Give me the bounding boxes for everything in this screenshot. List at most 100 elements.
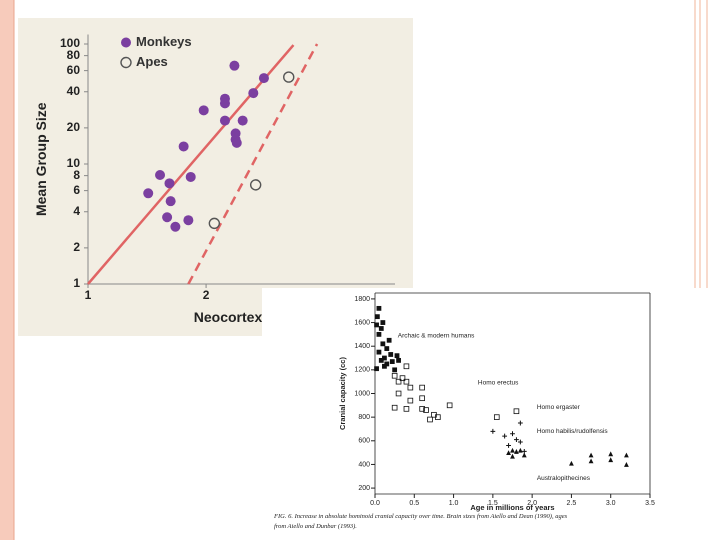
point — [249, 179, 262, 191]
y-tick-label: 8 — [73, 168, 80, 182]
annotation: Homo erectus — [478, 380, 519, 387]
point — [419, 406, 425, 412]
point — [185, 171, 196, 182]
fit-line — [87, 44, 295, 285]
y-tick-label: 40 — [67, 84, 81, 98]
point — [435, 414, 441, 420]
point — [506, 443, 511, 448]
point — [395, 378, 402, 385]
point — [608, 451, 614, 457]
y-tick-label: 20 — [67, 120, 81, 134]
point — [506, 450, 511, 456]
caption: from Aiello and Dunbar (1993). — [274, 523, 357, 530]
y-tick-label: 4 — [73, 204, 80, 218]
point — [155, 169, 166, 180]
legend-label: Monkeys — [136, 34, 192, 49]
point — [407, 384, 414, 391]
annotation: Homo ergaster — [537, 404, 581, 411]
point — [569, 460, 574, 466]
x-tick-label: 2 — [203, 288, 210, 302]
point — [165, 196, 176, 207]
point — [517, 420, 523, 426]
point — [380, 341, 386, 347]
point — [392, 367, 398, 373]
point — [493, 414, 500, 420]
point — [624, 462, 629, 467]
point — [231, 137, 242, 148]
point — [386, 337, 392, 343]
point — [517, 439, 523, 445]
y-tick-label: 60 — [67, 63, 81, 77]
point — [374, 314, 380, 320]
point — [162, 212, 173, 223]
point — [396, 357, 401, 363]
y-tick-label: 6 — [73, 183, 80, 197]
chart-panel — [18, 18, 413, 336]
x-tick-label: 3.0 — [606, 500, 616, 507]
point — [384, 346, 390, 351]
point — [514, 449, 519, 454]
y-axis-label: Mean Group Size — [33, 102, 49, 216]
fit-line — [187, 43, 319, 285]
point — [403, 363, 410, 370]
point — [399, 375, 406, 381]
caption: FIG. 6. Increase in absolute hominoid cr… — [273, 513, 568, 520]
y-tick-label: 400 — [358, 461, 370, 468]
x-tick-label: 0.5 — [409, 500, 419, 507]
point — [391, 372, 398, 379]
point — [502, 433, 508, 439]
point — [183, 215, 194, 226]
point — [588, 452, 594, 458]
point — [258, 73, 269, 84]
point — [514, 437, 519, 443]
point — [624, 452, 629, 458]
y-tick-label: 1200 — [354, 367, 370, 374]
point — [378, 326, 384, 331]
point — [178, 141, 189, 152]
point — [248, 88, 259, 99]
point — [198, 105, 209, 116]
left-band — [0, 0, 14, 540]
point — [391, 404, 398, 411]
y-tick-label: 1000 — [354, 390, 370, 397]
annotation: Australopithecines — [537, 475, 591, 482]
x-axis-label: Age in millions of years — [470, 503, 554, 512]
y-tick-label: 80 — [67, 48, 81, 62]
x-tick-label: 1.5 — [488, 500, 498, 507]
x-tick-label: 2.5 — [567, 500, 577, 507]
x-tick-label: 1 — [85, 288, 92, 302]
x-axis-label: Neocortex — [194, 309, 263, 325]
annotation: Archaic & modern humans — [398, 332, 475, 339]
point — [407, 397, 414, 404]
x-tick-label: 0.0 — [370, 500, 380, 507]
point — [490, 428, 496, 434]
y-tick-label: 2 — [73, 240, 80, 254]
point — [380, 320, 386, 325]
legend-marker — [120, 56, 132, 69]
point — [374, 322, 379, 328]
x-tick-label: 2.0 — [527, 500, 537, 507]
point — [423, 407, 429, 413]
point — [208, 217, 221, 230]
y-axis-label: Cranial capacity (cc) — [338, 357, 347, 430]
y-tick-label: 1400 — [354, 343, 370, 350]
point — [521, 452, 527, 458]
point — [382, 363, 387, 369]
x-tick-label: 1.0 — [449, 500, 459, 507]
point — [382, 355, 387, 361]
point — [229, 60, 240, 71]
point — [378, 357, 384, 363]
y-tick-label: 800 — [358, 414, 370, 421]
point — [219, 115, 230, 126]
point — [446, 402, 453, 409]
point — [403, 406, 410, 412]
point — [510, 447, 515, 453]
point — [219, 98, 230, 109]
point — [419, 384, 425, 391]
point — [170, 221, 181, 232]
annotation: Homo habilis/rudolfensis — [537, 428, 609, 435]
figure-panel — [262, 288, 720, 540]
point — [510, 453, 515, 459]
point — [374, 366, 379, 372]
